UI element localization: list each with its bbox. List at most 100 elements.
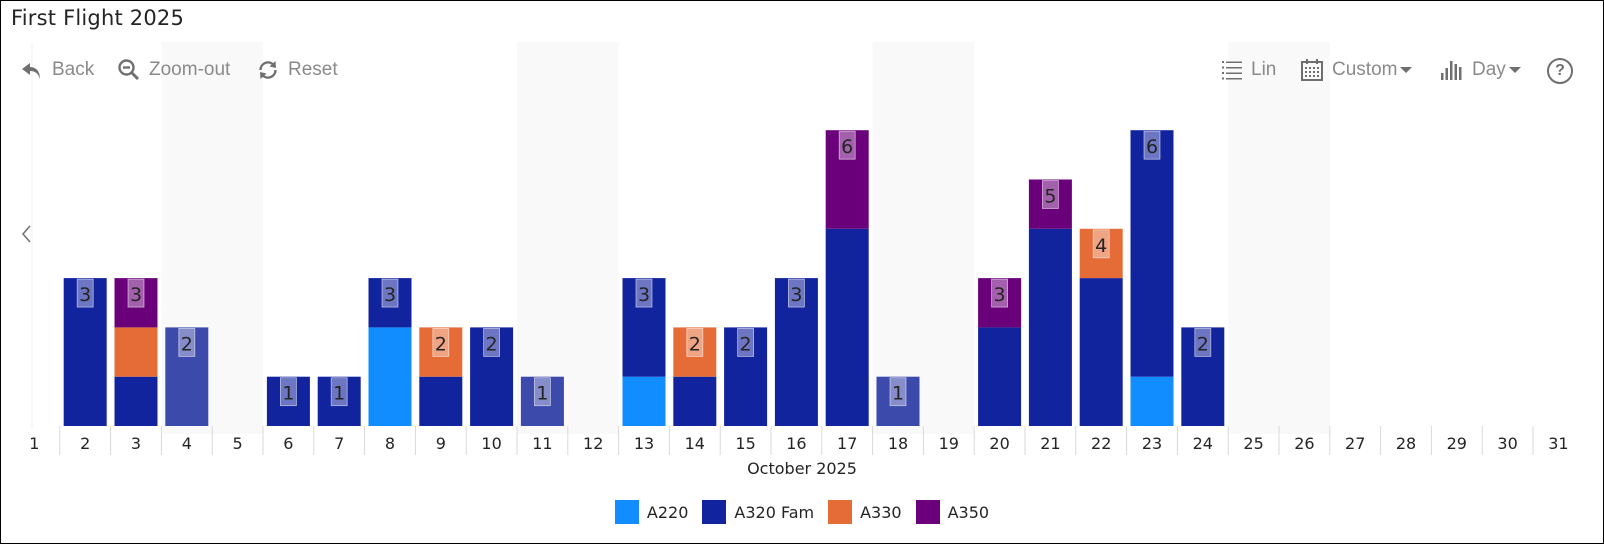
x-tick-label: 30 (1497, 434, 1517, 453)
x-tick-label: 29 (1447, 434, 1467, 453)
data-label-box (534, 377, 551, 407)
data-label: 2 (181, 333, 193, 355)
data-label-box (889, 377, 907, 407)
range-label: Custom (1332, 59, 1398, 80)
weekend-band (1279, 42, 1330, 434)
x-tick-label: 18 (888, 434, 908, 453)
bar-segment[interactable] (419, 376, 463, 426)
bar-segment[interactable] (114, 376, 158, 426)
bar-segment[interactable] (724, 327, 768, 426)
data-label-box (432, 327, 450, 357)
legend: A220 A320 Fam A330 A350 (0, 500, 1604, 524)
bar-segment[interactable] (1181, 327, 1225, 426)
x-tick-label: 6 (283, 434, 293, 453)
data-label: 2 (689, 333, 701, 355)
legend-swatch (614, 500, 639, 524)
weekend-band (567, 42, 619, 434)
bar-segment[interactable] (114, 327, 158, 377)
granularity-label: Day (1472, 59, 1506, 80)
x-tick-label: 21 (1040, 434, 1060, 453)
x-tick-label: 4 (182, 434, 192, 453)
x-tick-label: 9 (436, 434, 446, 453)
bar-segment[interactable] (266, 376, 310, 426)
x-tick-label: 19 (939, 434, 959, 453)
data-label-box (178, 327, 196, 357)
legend-swatch (915, 500, 940, 524)
bar-segment[interactable] (63, 278, 107, 426)
bar-segment[interactable] (1130, 376, 1174, 426)
bar-segment[interactable] (368, 278, 412, 328)
bar-segment[interactable] (470, 327, 514, 426)
data-label: 3 (384, 284, 396, 306)
bar-segment[interactable] (622, 376, 666, 426)
data-label: 6 (1146, 136, 1158, 158)
bar-segment[interactable] (1130, 130, 1174, 377)
bar-segment[interactable] (673, 376, 717, 426)
bar-segment[interactable] (368, 327, 412, 426)
bar-segment[interactable] (114, 278, 158, 328)
legend-label: A220 (646, 502, 689, 522)
bar-segment[interactable] (978, 278, 1022, 328)
data-label: 3 (79, 284, 91, 306)
data-label-box (1143, 130, 1161, 160)
x-tick-label: 20 (989, 434, 1009, 453)
range-dropdown[interactable]: Custom (1300, 56, 1413, 84)
help-button[interactable]: ? (1547, 58, 1573, 84)
data-label-box (788, 278, 805, 308)
bar-segment[interactable] (1028, 228, 1072, 426)
back-label: Back (52, 59, 95, 80)
data-label: 1 (282, 383, 294, 405)
x-tick-label: 25 (1243, 434, 1263, 453)
bar-segment[interactable] (1028, 179, 1072, 229)
back-button[interactable]: Back (20, 56, 94, 84)
bar-segment[interactable] (876, 376, 920, 426)
zoom-out-button[interactable]: Zoom-out (117, 56, 230, 84)
bar-segment[interactable] (673, 327, 717, 377)
data-label: 1 (333, 383, 345, 405)
reset-button[interactable]: Reset (256, 56, 338, 84)
chart-title: First Flight 2025 (11, 6, 185, 30)
data-label: 1 (536, 383, 548, 405)
legend-label: A330 (860, 502, 902, 522)
bar-segment[interactable] (825, 130, 869, 229)
data-label: 5 (1044, 186, 1056, 208)
legend-label: A350 (947, 502, 990, 522)
bar-segment[interactable] (622, 278, 666, 377)
bar-segment[interactable] (978, 327, 1022, 426)
undo-arrow-icon (22, 63, 40, 79)
x-tick-label: 2 (80, 434, 90, 453)
legend-label: A320 Fam (734, 502, 815, 522)
bar-segment[interactable] (1079, 228, 1123, 279)
legend-item[interactable]: A320 Fam (702, 500, 814, 524)
x-tick-label: 23 (1142, 434, 1162, 453)
bar-segment[interactable] (774, 278, 818, 426)
x-tick-label: 13 (634, 434, 654, 453)
x-tick-label: 27 (1345, 434, 1365, 453)
legend-item[interactable]: A220 (614, 500, 689, 524)
legend-swatch (828, 500, 853, 524)
data-label: 4 (1095, 235, 1107, 257)
data-label: 3 (790, 284, 802, 306)
legend-item[interactable]: A330 (828, 500, 902, 524)
data-label: 3 (994, 284, 1006, 306)
granularity-dropdown[interactable]: Day (1440, 56, 1521, 84)
bar-segment[interactable] (520, 376, 564, 426)
chevron-left-icon[interactable] (20, 224, 34, 244)
data-label: 2 (1197, 333, 1209, 355)
bar-segment[interactable] (165, 327, 209, 426)
x-tick-label: 26 (1294, 434, 1314, 453)
bar-segment[interactable] (825, 228, 869, 426)
data-label: 3 (130, 284, 142, 306)
chevron-down-icon (1508, 67, 1521, 73)
x-tick-label: 22 (1091, 434, 1111, 453)
bar-segment[interactable] (1079, 278, 1123, 426)
x-tick-label: 7 (334, 434, 344, 453)
x-tick-label: 10 (481, 434, 501, 453)
scale-toggle-button[interactable]: Lin (1221, 56, 1276, 84)
bar-segment[interactable] (317, 376, 361, 426)
x-tick-label: 3 (131, 434, 141, 453)
bar-segment[interactable] (419, 327, 463, 377)
legend-item[interactable]: A350 (915, 500, 990, 524)
weekend-band (1228, 42, 1279, 434)
